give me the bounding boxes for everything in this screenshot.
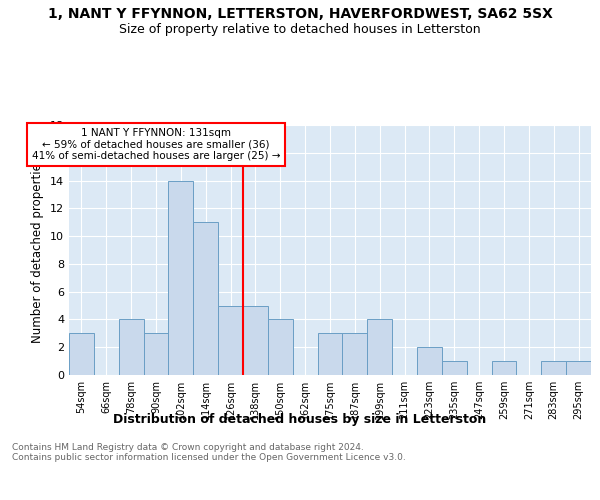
Bar [243, 306, 268, 375]
Bar [442, 361, 467, 375]
Y-axis label: Number of detached properties: Number of detached properties [31, 157, 44, 343]
Text: Contains HM Land Registry data © Crown copyright and database right 2024.
Contai: Contains HM Land Registry data © Crown c… [12, 442, 406, 462]
Text: 1, NANT Y FFYNNON, LETTERSTON, HAVERFORDWEST, SA62 5SX: 1, NANT Y FFYNNON, LETTERSTON, HAVERFORD… [47, 8, 553, 22]
Bar [343, 334, 367, 375]
Text: Distribution of detached houses by size in Letterston: Distribution of detached houses by size … [113, 412, 487, 426]
Text: 1 NANT Y FFYNNON: 131sqm
← 59% of detached houses are smaller (36)
41% of semi-d: 1 NANT Y FFYNNON: 131sqm ← 59% of detach… [32, 128, 280, 161]
Text: Size of property relative to detached houses in Letterston: Size of property relative to detached ho… [119, 22, 481, 36]
Bar [143, 334, 169, 375]
Bar [417, 347, 442, 375]
Bar [193, 222, 218, 375]
Bar [317, 334, 343, 375]
Bar [169, 180, 193, 375]
Bar [367, 320, 392, 375]
Bar [566, 361, 591, 375]
Bar [69, 334, 94, 375]
Bar [491, 361, 517, 375]
Bar [218, 306, 243, 375]
Bar [119, 320, 143, 375]
Bar [541, 361, 566, 375]
Bar [268, 320, 293, 375]
